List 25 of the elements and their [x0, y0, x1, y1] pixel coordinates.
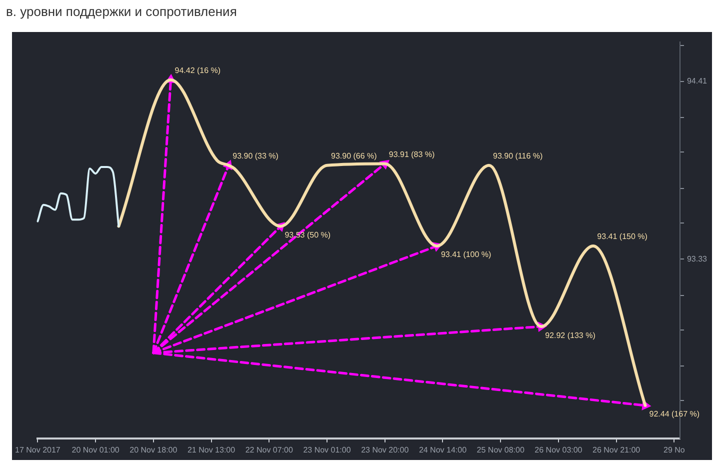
x-tick-label: 21 Nov 13:00 — [187, 445, 236, 454]
data-label: 93.41 (150 %) — [597, 232, 648, 242]
line-series — [36, 166, 120, 228]
x-tick-label: 26 Nov 03:00 — [534, 445, 583, 454]
x-tick-label: 20 Nov 01:00 — [72, 445, 120, 454]
data-label: 94.42 (16 %) — [174, 66, 221, 76]
x-tick-label: 24 Nov 14:00 — [418, 445, 468, 454]
data-label: 93.90 (33 %) — [232, 152, 279, 161]
y-tick-label: 94.41 — [686, 76, 708, 86]
x-tick-label: 29 No — [664, 445, 686, 454]
data-label: 93.91 (83 %) — [388, 150, 436, 159]
x-tick-label: 17 Nov 2017 — [14, 445, 61, 454]
x-tick-label: 25 Nov 08:00 — [476, 445, 525, 454]
y-tick-label: 93.33 — [686, 254, 708, 264]
x-tick-label: 26 Nov 21:00 — [592, 445, 641, 454]
data-label: 92.44 (167 %) — [649, 410, 700, 419]
x-tick-label: 22 Nov 07:00 — [245, 445, 294, 454]
x-tick-label: 23 Nov 01:00 — [303, 445, 352, 454]
data-label: 93.41 (100 %) — [440, 250, 492, 260]
x-tick-label: 20 Nov 18:00 — [130, 445, 178, 454]
data-label: 93.90 (66 %) — [331, 152, 378, 161]
chart-title: в. уровни поддержки и сопротивления — [6, 4, 237, 19]
x-tick-label: 23 Nov 20:00 — [361, 445, 410, 454]
data-label: 92.92 (133 %) — [545, 330, 596, 340]
data-label: 93.90 (116 %) — [493, 152, 544, 161]
